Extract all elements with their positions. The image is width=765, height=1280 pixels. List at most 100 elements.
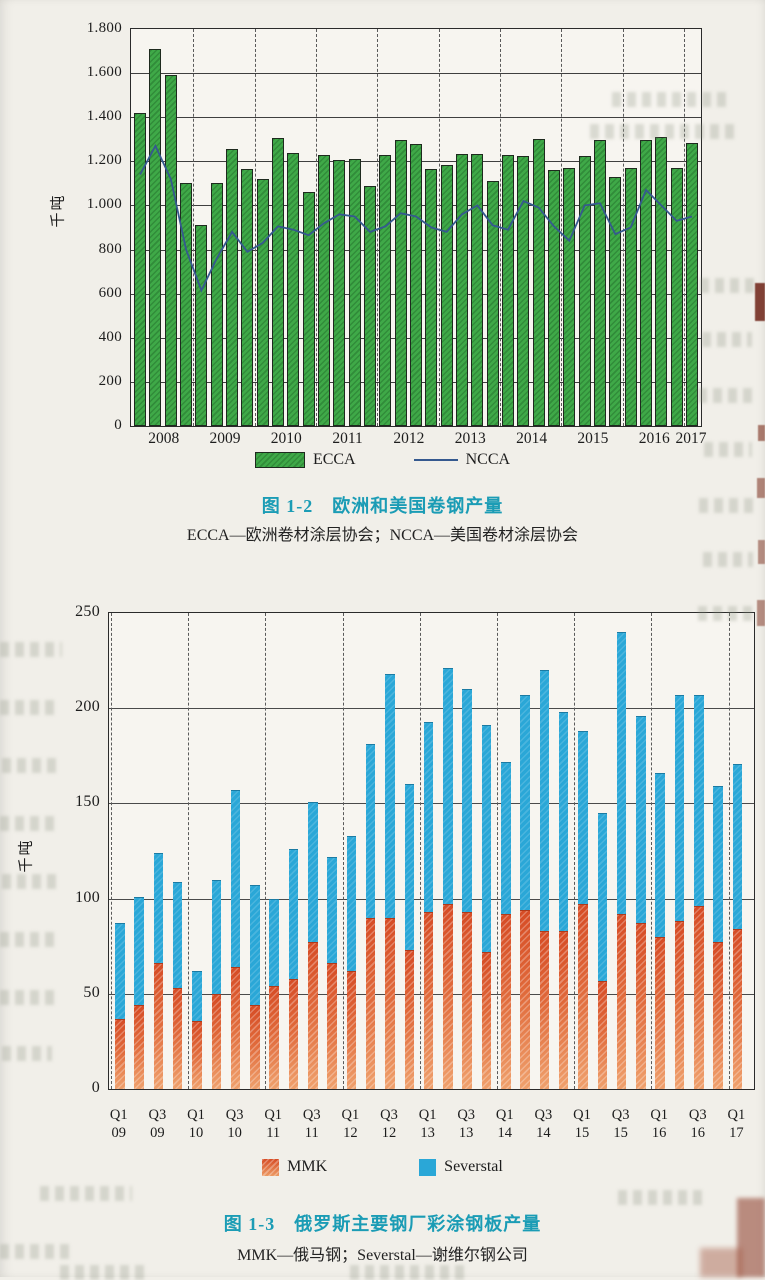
chart1-year-separator (377, 29, 379, 426)
chart2-year-separator (111, 613, 112, 1089)
chart2-year-separator (342, 613, 344, 1089)
chart1-ytick-label: 800 (98, 240, 122, 257)
figure2-caption: 图 1-3 俄罗斯主要钢厂彩涂钢板产量 (223, 1214, 542, 1234)
mmk-bar-segment (269, 986, 279, 1089)
ecca-bar (394, 140, 407, 426)
ecca-bar (363, 185, 377, 426)
severstal-bar-segment (539, 670, 550, 931)
ecca-bar (455, 153, 469, 426)
chart2-xtick-label: Q1 16 (650, 1107, 669, 1141)
severstal-bar-segment (616, 632, 627, 914)
mmk-swatch-icon (262, 1158, 280, 1176)
page-corner-ink-blob (700, 1248, 742, 1277)
chart2-year-separator (574, 613, 576, 1089)
mmk-bar-segment (365, 917, 376, 1089)
chart1-ytick-label: 1.600 (86, 64, 122, 81)
chart1-year-separator (622, 29, 624, 426)
ecca-bar (563, 167, 576, 426)
severstal-bar-segment (230, 790, 241, 968)
severstal-bar-segment (558, 712, 569, 931)
bleedthrough-text-shadow (0, 642, 62, 657)
ecca-bar (226, 149, 239, 426)
mmk-bar-segment (520, 910, 530, 1089)
severstal-bar-segment (520, 694, 530, 910)
severstal-bar-segment (211, 879, 222, 994)
chart2-y-axis-label: 千吨 (18, 838, 35, 873)
bleedthrough-text-shadow (618, 1190, 703, 1205)
ecca-bar (578, 155, 591, 426)
ecca-bar (379, 154, 392, 426)
chart1-year-label: 2017 (675, 430, 707, 447)
chart2-xtick-label: Q3 10 (225, 1107, 244, 1141)
chart1-year-label: 2010 (270, 430, 302, 447)
mmk-bar-segment (443, 904, 453, 1089)
severstal-bar-segment (578, 731, 588, 905)
severstal-bar-segment (250, 885, 260, 1006)
chart2-legend: MMK Severstal (0, 1158, 765, 1176)
chart1-ytick-label: 200 (98, 372, 122, 389)
ncca-line (139, 143, 693, 293)
chart2-xtick-label: Q1 17 (727, 1107, 746, 1141)
severstal-bar-segment (385, 673, 395, 918)
severstal-bar-segment (134, 896, 144, 1006)
ecca-bar (287, 152, 300, 426)
ecca-bar (272, 138, 285, 426)
chart2-xtick-label: Q1 12 (341, 1107, 360, 1141)
mmk-bar-segment (250, 1005, 260, 1089)
chart2-xtick-label: Q3 15 (611, 1107, 630, 1141)
chart1-y-axis-label: 千吨 (50, 193, 67, 228)
chart2-legend-severstal: Severstal (419, 1158, 503, 1176)
chart2-legend-mmk: MMK (262, 1158, 327, 1176)
bleedthrough-text-shadow (0, 932, 60, 947)
page-edge-ink-mark (755, 283, 765, 321)
mmk-bar-segment (501, 913, 511, 1089)
severstal-bar-segment (192, 971, 202, 1021)
chart1-year-separator (316, 29, 317, 426)
page-edge-ink-mark (758, 540, 765, 564)
chart2-xtick-label: Q3 09 (148, 1107, 167, 1141)
ecca-bar (241, 169, 254, 426)
severstal-bar-segment (404, 784, 415, 950)
chart1-ytick-label: 0 (114, 417, 122, 433)
ecca-bar (486, 181, 499, 426)
bleedthrough-text-shadow (2, 1046, 52, 1061)
mmk-bar-segment (172, 988, 183, 1089)
chart2-ytick-label: 100 (75, 888, 100, 906)
mmk-bar-segment (288, 978, 299, 1089)
figure1-caption: 图 1-2 欧洲和美国卷钢产量 (261, 496, 504, 516)
severstal-bar-segment (327, 856, 337, 964)
chart2-year-separator (188, 613, 190, 1089)
ecca-bar (149, 48, 162, 426)
severstal-legend-label: Severstal (444, 1158, 503, 1175)
chart2-ytick-label: 200 (75, 698, 100, 716)
mmk-bar-segment (134, 1005, 144, 1089)
chart1-year-label: 2016 (638, 430, 670, 447)
chart1-legend-ecca: ECCA (254, 451, 356, 469)
ncca-line-swatch-icon (413, 459, 458, 461)
mmk-bar-segment (211, 993, 222, 1089)
chart2-xtick-label: Q1 15 (573, 1107, 591, 1141)
chart2-y-axis-ticks: 250 200 150 100 50 0 (62, 603, 104, 1096)
chart2-plot-area (108, 612, 755, 1090)
chart1-gridline (131, 73, 701, 75)
bleedthrough-text-shadow (698, 606, 754, 621)
bleedthrough-text-shadow (704, 442, 752, 457)
chart1-ytick-label: 600 (98, 284, 122, 301)
mmk-bar-segment (655, 936, 665, 1089)
chart1-year-separator (254, 29, 256, 426)
severstal-bar-segment (346, 835, 357, 971)
mmk-bar-segment (404, 950, 415, 1089)
page-edge-ink-mark (758, 425, 765, 441)
figure1-subcaption: ECCA—欧洲卷材涂层协会；NCCA—美国卷材涂层协会 (186, 527, 579, 544)
ecca-bar (134, 112, 147, 426)
chart1-year-label: 2014 (516, 430, 548, 447)
ecca-bar (425, 169, 438, 426)
chart1-y-axis-ticks: 1.800 1.600 1.400 1.200 1.000 800 600 400 200 0 (84, 20, 126, 433)
severstal-bar-segment (365, 744, 376, 918)
mmk-bar-segment (732, 929, 743, 1089)
mmk-bar-segment (616, 913, 627, 1089)
bleedthrough-text-shadow (2, 874, 57, 889)
severstal-bar-segment (732, 763, 743, 930)
chart1-year-label: 2011 (332, 430, 363, 447)
